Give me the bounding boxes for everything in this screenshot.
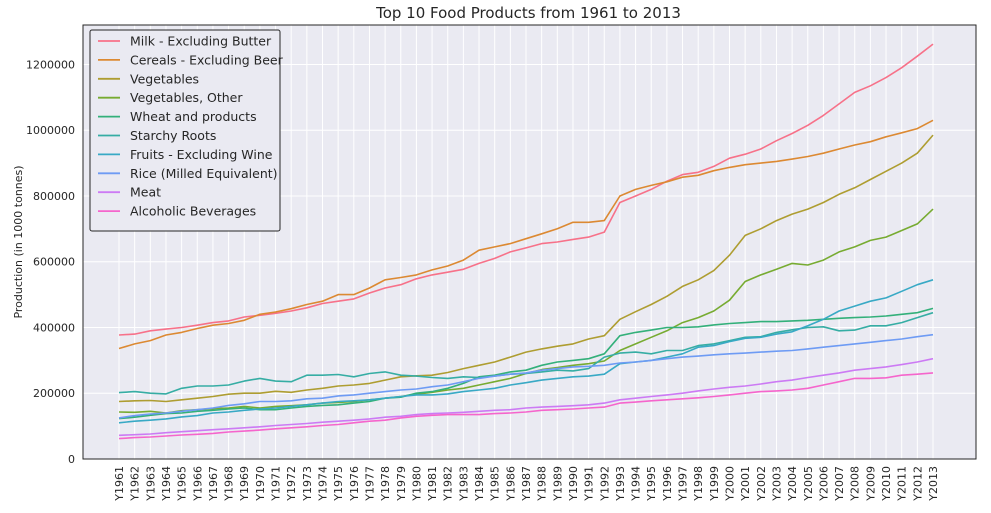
legend-label: Wheat and products [130,109,257,124]
y-tick-label: 0 [68,453,75,466]
x-tick-label: Y1979 [395,466,408,502]
x-tick-label: Y1964 [160,466,173,502]
x-tick-label: Y1971 [270,466,283,502]
legend-items: Milk - Excluding Butter Cereals - Excludi… [98,34,284,219]
legend: Milk - Excluding Butter Cereals - Excludi… [89,29,284,232]
x-tick-label: Y1985 [489,466,502,502]
series-line [118,333,934,419]
x-tick-label: Y2001 [739,466,752,502]
y-tick-label: 800000 [33,190,75,203]
series-line [118,134,934,403]
x-tick-label: Y1970 [254,466,267,502]
x-tick-label: Y2012 [911,466,924,502]
x-tick-label: Y1968 [223,466,236,502]
legend-label: Starchy Roots [130,128,216,143]
x-tick-label: Y1967 [207,466,220,502]
y-axis-ticks: 0 200000 400000 600000 800000 1000000 1200000 [26,58,75,466]
x-tick-label: Y1969 [238,466,251,502]
x-tick-label: Y1980 [410,466,423,502]
legend-label: Meat [130,185,161,200]
x-tick-label: Y1962 [129,466,142,502]
x-tick-label: Y1961 [113,466,126,502]
x-tick-label: Y1989 [551,466,564,502]
x-tick-label: Y1993 [614,466,627,502]
x-tick-label: Y2002 [755,466,768,502]
x-tick-label: Y1966 [191,466,204,502]
legend-box [89,29,281,232]
series-lines [118,43,934,440]
x-tick-label: Y1990 [567,466,580,502]
x-tick-label: Y1994 [630,466,643,502]
x-tick-label: Y1975 [332,466,345,502]
x-tick-label: Y2003 [770,466,783,502]
x-tick-label: Y1998 [692,466,705,502]
x-tick-label: Y2013 [927,466,940,502]
x-tick-label: Y2006 [817,466,830,502]
x-tick-label: Y1988 [536,466,549,502]
x-tick-label: Y1972 [285,466,298,502]
x-tick-label: Y1991 [583,466,596,502]
x-tick-label: Y1995 [645,466,658,502]
x-tick-label: Y1997 [677,466,690,502]
x-tick-label: Y2011 [896,466,909,502]
x-tick-label: Y1982 [442,466,455,502]
series-line [118,279,934,424]
legend-label: Rice (Milled Equivalent) [130,166,278,181]
x-tick-label: Y1983 [457,466,470,502]
y-tick-label: 600000 [33,256,75,269]
chart-title: Top 10 Food Products from 1961 to 2013 [375,4,681,22]
x-tick-label: Y1992 [598,466,611,502]
y-tick-label: 200000 [33,387,75,400]
x-tick-label: Y1984 [473,466,486,502]
x-tick-label: Y1987 [520,466,533,502]
x-tick-label: Y1974 [317,466,330,502]
x-tick-label: Y2007 [833,466,846,502]
legend-label: Fruits - Excluding Wine [130,147,273,162]
x-tick-label: Y2010 [880,466,893,502]
legend-label: Cereals - Excluding Beer [130,52,284,67]
x-tick-label: Y1976 [348,466,361,502]
x-tick-label: Y1963 [144,466,157,502]
series-line [118,119,934,350]
x-tick-label: Y1999 [708,466,721,502]
x-tick-label: Y1973 [301,466,314,502]
x-tick-label: Y1977 [363,466,376,502]
y-tick-label: 1000000 [26,124,75,137]
x-tick-label: Y1996 [661,466,674,502]
y-tick-label: 400000 [33,321,75,334]
legend-label: Milk - Excluding Butter [130,34,272,49]
x-tick-label: Y2009 [864,466,877,502]
legend-label: Vegetables, Other [130,90,243,105]
x-tick-label: Y2000 [724,466,737,502]
x-tick-label: Y1978 [379,466,392,502]
y-tick-label: 1200000 [26,58,75,71]
x-axis-ticks: Y1961 Y1962 Y1963 Y1964 Y1965 Y1966 Y1967 Y1968… [113,466,940,502]
x-tick-label: Y2004 [786,466,799,502]
legend-label: Alcoholic Beverages [130,204,256,219]
x-tick-label: Y1981 [426,466,439,502]
series-line [118,372,934,440]
x-tick-label: Y2008 [849,466,862,502]
legend-label: Vegetables [130,71,199,86]
y-axis-title: Production (in 1000 tonnes) [12,165,25,318]
series-line [118,357,934,437]
x-tick-label: Y2005 [802,466,815,502]
x-tick-label: Y1965 [176,466,189,502]
plot-border [82,24,977,460]
x-tick-label: Y1986 [504,466,517,502]
